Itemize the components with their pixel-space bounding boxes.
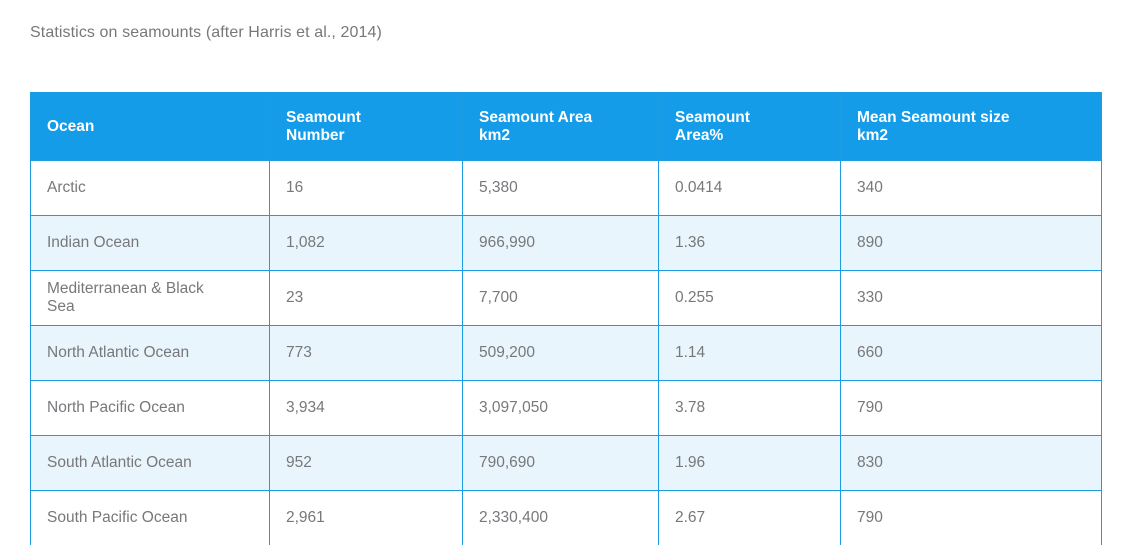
column-header-label: km2	[479, 126, 511, 144]
column-header-label: km2	[857, 126, 889, 144]
table-cell-number: 1,082	[269, 215, 463, 271]
table-cell-area-pct: 0.0414	[658, 160, 841, 216]
table-cell-number: 773	[269, 325, 463, 381]
table-cell-number: 16	[269, 160, 463, 216]
column-header-label: Number	[286, 126, 345, 144]
table-cell-number: 23	[269, 270, 463, 326]
column-header-label: Seamount	[286, 108, 361, 126]
table-cell-area: 7,700	[462, 270, 659, 326]
seamounts-table: Ocean Seamount Number Seamount Area km2 …	[30, 92, 1102, 545]
column-header-label: Seamount Area	[479, 108, 593, 126]
column-header-seamount-area-pct: Seamount Area%	[658, 92, 841, 161]
table-row-south-pacific: South Pacific Ocean 2,961 2,330,400 2.67…	[30, 490, 1102, 545]
table-cell-area-pct: 2.67	[658, 490, 841, 545]
column-header-mean-seamount-size: Mean Seamount size km2	[840, 92, 1102, 161]
table-cell-area: 966,990	[462, 215, 659, 271]
table-cell-number: 952	[269, 435, 463, 491]
table-cell-mean-size: 660	[840, 325, 1102, 381]
table-cell-mean-size: 830	[840, 435, 1102, 491]
table-cell-area: 790,690	[462, 435, 659, 491]
table-row-south-atlantic: South Atlantic Ocean 952 790,690 1.96 83…	[30, 435, 1102, 491]
table-header: Ocean Seamount Number Seamount Area km2 …	[30, 92, 1102, 161]
column-header-seamount-area: Seamount Area km2	[462, 92, 659, 161]
table-cell-area: 2,330,400	[462, 490, 659, 545]
column-header-label: Area%	[675, 126, 724, 144]
column-header-label: Ocean	[47, 117, 95, 135]
table-cell-number: 3,934	[269, 380, 463, 436]
table-cell-mean-size: 790	[840, 380, 1102, 436]
table-cell-area-pct: 3.78	[658, 380, 841, 436]
table-row-mediterranean-black-sea: Mediterranean & Black Sea 23 7,700 0.255…	[30, 270, 1102, 326]
table-body: Arctic 16 5,380 0.0414 340 Indian Ocean …	[30, 160, 1102, 545]
table-row-arctic: Arctic 16 5,380 0.0414 340	[30, 160, 1102, 216]
table-cell-ocean: Arctic	[30, 160, 270, 216]
table-cell-mean-size: 890	[840, 215, 1102, 271]
table-row-north-pacific: North Pacific Ocean 3,934 3,097,050 3.78…	[30, 380, 1102, 436]
table-row-north-atlantic: North Atlantic Ocean 773 509,200 1.14 66…	[30, 325, 1102, 381]
column-header-seamount-number: Seamount Number	[269, 92, 463, 161]
table-cell-number: 2,961	[269, 490, 463, 545]
table-cell-mean-size: 340	[840, 160, 1102, 216]
table-cell-area-pct: 1.96	[658, 435, 841, 491]
table-cell-area: 3,097,050	[462, 380, 659, 436]
table-cell-mean-size: 330	[840, 270, 1102, 326]
table-cell-area-pct: 1.14	[658, 325, 841, 381]
table-cell-ocean: North Pacific Ocean	[30, 380, 270, 436]
table-cell-area: 5,380	[462, 160, 659, 216]
table-cell-ocean: Indian Ocean	[30, 215, 270, 271]
table-cell-area-pct: 0.255	[658, 270, 841, 326]
column-header-ocean: Ocean	[30, 92, 270, 161]
table-cell-ocean: South Pacific Ocean	[30, 490, 270, 545]
column-header-label: Seamount	[675, 108, 750, 126]
table-row-indian-ocean: Indian Ocean 1,082 966,990 1.36 890	[30, 215, 1102, 271]
table-cell-ocean: Mediterranean & Black Sea	[30, 270, 270, 326]
page-title: Statistics on seamounts (after Harris et…	[30, 24, 382, 41]
table-cell-area: 509,200	[462, 325, 659, 381]
table-cell-area-pct: 1.36	[658, 215, 841, 271]
header-row: Ocean Seamount Number Seamount Area km2 …	[30, 92, 1102, 161]
table-cell-mean-size: 790	[840, 490, 1102, 545]
column-header-label: Mean Seamount size	[857, 108, 1010, 126]
table-cell-ocean: South Atlantic Ocean	[30, 435, 270, 491]
table-cell-ocean: North Atlantic Ocean	[30, 325, 270, 381]
